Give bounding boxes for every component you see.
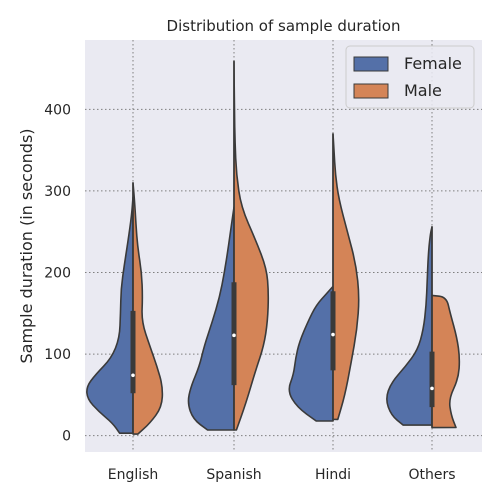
violin-hindi-female xyxy=(288,285,334,422)
legend-swatch-female xyxy=(353,56,389,72)
violin-others-male xyxy=(431,294,461,429)
median-dot-hindi xyxy=(331,332,335,337)
legend: Female Male xyxy=(345,45,475,109)
median-dot-english xyxy=(131,373,135,378)
median-dot-others xyxy=(430,386,434,391)
median-dot-spanish xyxy=(232,333,236,338)
chart-title: Distribution of sample duration xyxy=(167,17,401,35)
x-tick-label-others: Others xyxy=(408,467,455,483)
y-ticks: 0 100 200 300 400 xyxy=(44,102,71,444)
legend-label-female: Female xyxy=(404,54,462,73)
x-tick-label-english: English xyxy=(108,467,159,483)
box-markers xyxy=(130,61,435,435)
y-axis-label: Sample duration (in seconds) xyxy=(17,128,36,363)
violin-english-female xyxy=(86,196,134,435)
y-tick-label-400: 400 xyxy=(44,102,71,118)
violin-hindi-male xyxy=(332,133,360,421)
violin-english-male xyxy=(132,181,164,435)
violin-spanish-female xyxy=(187,206,235,431)
legend-swatch-male xyxy=(353,83,389,99)
legend-label-male: Male xyxy=(404,81,442,100)
x-tick-label-hindi: Hindi xyxy=(315,467,351,483)
violin-spanish-male xyxy=(233,60,270,431)
y-tick-label-200: 200 xyxy=(44,266,71,282)
x-tick-label-spanish: Spanish xyxy=(206,467,261,483)
violin-others-female xyxy=(386,226,433,426)
y-tick-label-300: 300 xyxy=(44,184,71,200)
y-tick-label-0: 0 xyxy=(62,429,71,445)
violins xyxy=(86,60,461,435)
x-ticks: English Spanish Hindi Others xyxy=(108,467,456,483)
y-tick-label-100: 100 xyxy=(44,347,71,363)
